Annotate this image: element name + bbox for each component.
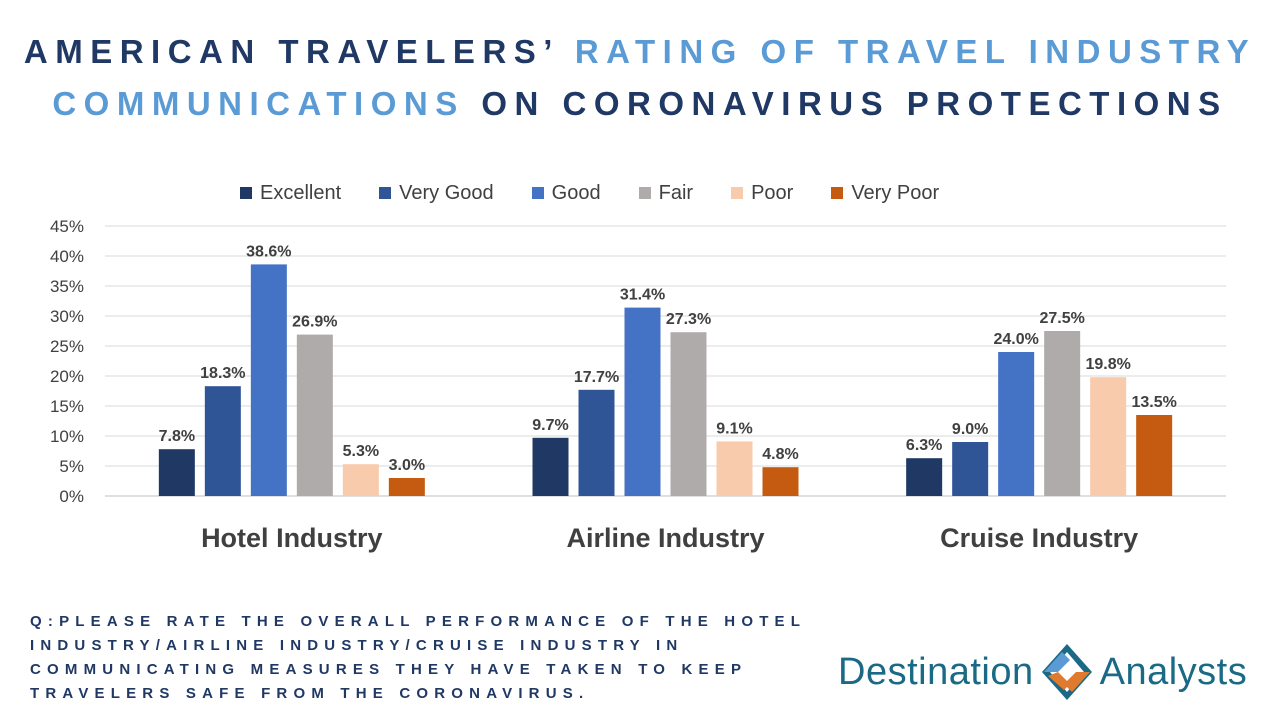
title-part-3: ON CORONAVIRUS PROTECTIONS: [464, 85, 1228, 122]
y-tick-label: 5%: [59, 457, 84, 476]
bar: [1136, 415, 1173, 496]
bar: [250, 264, 287, 496]
legend-item-very-poor: Very Poor: [831, 182, 939, 205]
data-label: 4.8%: [762, 446, 798, 463]
y-tick-label: 0%: [59, 487, 84, 506]
bar: [670, 332, 707, 496]
data-label: 7.8%: [159, 428, 195, 445]
data-label: 5.3%: [343, 443, 379, 460]
legend-swatch: [240, 187, 252, 199]
data-label: 27.5%: [1039, 310, 1084, 327]
y-tick-label: 25%: [50, 337, 84, 356]
title-part-2: RATING OF TRAVEL INDUSTRY COMMUNICATIONS: [52, 33, 1257, 122]
legend-label: Poor: [751, 181, 794, 204]
data-label: 19.8%: [1085, 356, 1130, 373]
bar: [158, 449, 195, 496]
chart-legend: Excellent Very Good Good Fair Poor Very Poor: [240, 178, 977, 208]
bar: [762, 467, 799, 496]
bar: [716, 441, 753, 496]
bar: [342, 464, 379, 496]
bar: [1090, 377, 1127, 496]
legend-label: Very Poor: [851, 181, 940, 204]
legend-item-very-good: Very Good: [379, 182, 494, 205]
bar: [952, 442, 989, 496]
data-label: 9.7%: [532, 417, 568, 434]
data-label: 6.3%: [906, 437, 942, 454]
data-label: 9.0%: [952, 421, 988, 438]
data-label: 9.1%: [716, 420, 752, 437]
legend-label: Good: [551, 181, 601, 204]
legend-item-excellent: Excellent: [240, 182, 341, 205]
data-label: 38.6%: [246, 243, 291, 260]
bar: [998, 352, 1035, 496]
y-tick-label: 30%: [50, 307, 84, 326]
legend-swatch: [531, 187, 544, 199]
data-label: 17.7%: [574, 369, 619, 386]
y-tick-label: 15%: [50, 397, 84, 416]
legend-item-good: Good: [531, 181, 601, 205]
bar: [532, 437, 569, 496]
bar: [204, 386, 241, 496]
data-label: 27.3%: [666, 311, 711, 328]
y-tick-label: 35%: [50, 277, 84, 296]
legend-item-poor: Poor: [731, 182, 793, 205]
destination-analysts-logo: Destination Analysts: [838, 640, 1247, 704]
data-label: 13.5%: [1131, 394, 1176, 411]
category-label: Airline Industry: [566, 523, 764, 553]
data-label: 18.3%: [200, 365, 245, 382]
bar-chart: 0% 5% 10% 15% 20% 25% 30% 35% 40% 45% 7.8% 18.3% 38.…: [50, 217, 1226, 553]
legend-item-fair: Fair: [638, 181, 694, 205]
bar: [624, 307, 661, 496]
legend-label: Fair: [658, 181, 694, 204]
category-label: Cruise Industry: [940, 523, 1138, 553]
bar: [1044, 331, 1081, 496]
legend-swatch: [731, 187, 744, 199]
logo-word-destination: Destination: [838, 650, 1034, 693]
legend-label: Very Good: [399, 181, 494, 204]
data-label: 26.9%: [292, 314, 337, 331]
logo-word-analysts: Analysts: [1099, 650, 1248, 693]
legend-swatch: [831, 187, 844, 199]
y-tick-label: 45%: [50, 217, 84, 236]
bar: [578, 389, 615, 496]
data-label: 31.4%: [620, 287, 665, 304]
y-tick-label: 40%: [50, 247, 84, 266]
diamond-arrows-icon: [1041, 644, 1092, 700]
legend-swatch: [379, 187, 392, 199]
data-label: 24.0%: [993, 331, 1038, 348]
data-label: 3.0%: [389, 457, 425, 474]
category-label: Hotel Industry: [201, 523, 383, 553]
legend-label: Excellent: [260, 181, 342, 204]
page-title: AMERICAN TRAVELERS’ RATING OF TRAVEL IND…: [0, 26, 1280, 130]
y-tick-label: 10%: [50, 427, 84, 446]
bar: [296, 334, 333, 496]
bar: [388, 478, 425, 496]
y-tick-label: 20%: [50, 367, 84, 386]
bar: [906, 458, 943, 496]
survey-question: Q:PLEASE RATE THE OVERALL PERFORMANCE OF…: [30, 613, 806, 702]
title-part-1: AMERICAN TRAVELERS’: [23, 33, 575, 70]
legend-swatch: [638, 187, 651, 199]
